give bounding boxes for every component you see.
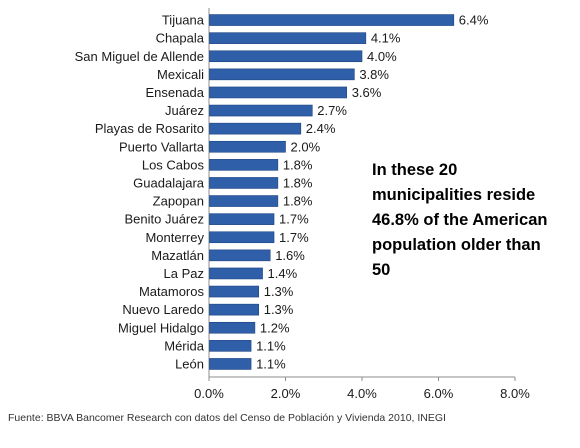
x-tick-label: 2.0% [271,386,301,401]
x-tick-label: 4.0% [347,386,377,401]
category-label: Guadalajara [133,175,205,190]
value-label: 1.8% [283,175,313,190]
category-label: Mexicali [157,67,204,82]
value-label: 1.6% [275,248,305,263]
value-label: 1.3% [264,302,294,317]
value-label: 1.8% [283,194,313,209]
bar [209,195,279,207]
bar [209,140,286,153]
value-label: 1.7% [279,230,309,245]
category-label: Zapopan [153,194,204,209]
category-label: Nuevo Laredo [122,302,204,317]
value-label: 2.0% [291,139,321,154]
category-label: La Paz [164,266,204,281]
value-label: 1.8% [283,157,313,172]
value-label: 3.8% [359,67,389,82]
category-label: León [175,356,204,371]
bar [209,104,313,117]
category-label: Tijuana [162,13,205,28]
x-tick-label: 0.0% [194,386,224,401]
category-label: Miguel Hidalgo [118,320,204,335]
category-label: Mérida [164,338,205,353]
municipality-bar-chart: Tijuana 6.4% Chapala 4.1% San Miguel de Alle… [75,8,530,401]
category-label: Monterrey [145,230,204,245]
value-label: 1.4% [268,266,298,281]
bar [209,68,355,81]
value-label: 6.4% [459,13,489,28]
bar [209,303,260,316]
value-label: 1.3% [264,284,294,299]
category-label: Ensenada [145,85,204,100]
bar [209,267,263,280]
bar [209,122,302,135]
category-label: Benito Juárez [125,212,205,227]
x-tick-label: 8.0% [500,386,530,401]
category-label: Mazatlán [151,248,204,263]
value-label: 2.4% [306,121,336,136]
value-label: 4.0% [367,49,397,64]
value-label: 1.1% [256,356,286,371]
bar [209,177,279,189]
category-label: Matamoros [139,284,205,299]
bar [209,32,367,44]
chart-annotation: In these 20 municipalities reside 46.8% … [372,161,548,279]
category-label: Los Cabos [142,157,205,172]
bar [209,14,455,26]
value-label: 1.7% [279,212,309,227]
category-label: Puerto Vallarta [119,139,205,154]
value-label: 3.6% [352,85,382,100]
value-label: 2.7% [317,103,347,118]
value-label: 1.2% [260,320,290,335]
x-tick-label: 6.0% [424,386,454,401]
bar [209,249,271,262]
bar [209,86,347,99]
value-label: 1.1% [256,338,286,353]
bar [209,231,275,244]
bar [209,285,260,298]
bar [209,50,363,63]
bar [209,159,279,171]
value-label: 4.1% [371,31,401,46]
bar [209,358,252,370]
category-label: Playas de Rosarito [95,121,204,136]
category-label: Chapala [156,31,205,46]
bar [209,321,256,334]
bar [209,213,275,225]
source-note: Fuente: BBVA Bancomer Research con datos… [8,412,446,424]
category-label: San Miguel de Allende [75,49,204,64]
bar [209,340,252,352]
category-label: Juárez [165,103,204,118]
